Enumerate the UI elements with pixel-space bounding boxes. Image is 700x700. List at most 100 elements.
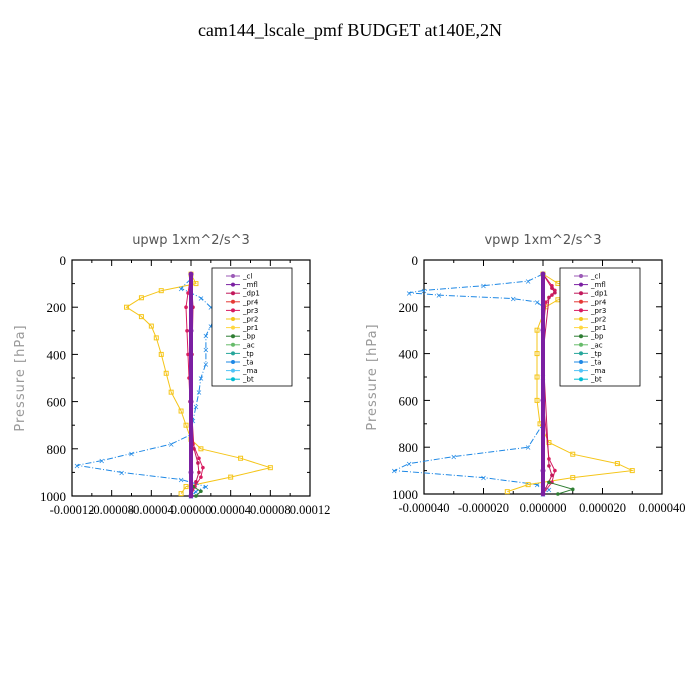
series-point-mfl (540, 491, 546, 497)
legend-marker (231, 368, 235, 373)
series-point-ta: × (203, 360, 210, 369)
legend-label: _ma (590, 367, 606, 375)
series-point-dp1 (192, 447, 196, 451)
legend-marker (579, 291, 583, 296)
series-point-ta: × (168, 440, 175, 449)
series-point-pr2 (138, 295, 144, 301)
x-tick-label: 0.000020 (579, 501, 626, 515)
series-point-ta: × (480, 282, 487, 291)
series-point-ta: × (118, 468, 125, 477)
legend: _cl_mfl_dp1_pr4_pr3_pr2_pr1_bp_ac_tp_ta_… (211, 267, 293, 387)
series-point-pr2 (504, 489, 510, 495)
series-point-pr2 (178, 491, 184, 497)
series-point-pr2 (534, 397, 540, 403)
legend-label: _pr4 (590, 298, 607, 306)
series-point-dp1 (197, 470, 201, 475)
legend-marker (579, 334, 583, 339)
x-tick-label: 0.00000 (171, 503, 212, 517)
legend-marker (579, 360, 583, 364)
x-tick-label: -0.00012 (50, 503, 95, 517)
x-tick-label: -0.000020 (458, 501, 509, 515)
series-point-dp1 (550, 473, 554, 478)
legend-label: _cl (242, 273, 252, 281)
x-tick-label: -0.00008 (89, 503, 134, 517)
series-point-pr3 (201, 465, 205, 470)
legend-marker (231, 351, 235, 356)
legend-label: _tp (590, 350, 602, 358)
chart-panel-0: upwp 1xm^2/s^3 Pressure [hPa] 0 200 400 600 80… (13, 233, 330, 517)
legend-marker (231, 342, 235, 347)
series-point-pr3 (186, 352, 190, 357)
series-point-pr2 (228, 474, 234, 480)
series-point-bp (570, 487, 575, 492)
legend-label: _ac (242, 341, 255, 349)
series-point-ta: × (74, 461, 81, 470)
series-point-pr2 (238, 455, 244, 461)
series-point-ta: × (546, 485, 553, 494)
series-point-pr2 (183, 422, 189, 428)
chart-title: vpwp 1xm^2/s^3 (484, 233, 601, 248)
series-point-mfl (188, 399, 194, 405)
series-point-dp1 (550, 286, 554, 290)
series-point-dp1 (547, 464, 551, 468)
y-tick-label: 200 (399, 300, 419, 315)
legend-label: _tp (242, 350, 254, 358)
legend-label: _ac (590, 341, 603, 349)
x-tick-label: 0.00008 (250, 503, 291, 517)
y-axis-label: Pressure [hPa] (365, 323, 380, 430)
series-point-ta: × (480, 474, 487, 483)
series-point-pr2 (138, 314, 144, 320)
series-point-ta: × (406, 289, 413, 298)
series-point-ta: × (421, 286, 428, 295)
series-point-pr2 (183, 484, 189, 490)
legend-marker (579, 317, 583, 321)
series-point-ta: × (198, 294, 205, 303)
series-point-bp (194, 494, 198, 498)
legend-marker (579, 325, 583, 330)
series-point-ta: × (128, 450, 135, 459)
legend-box (211, 267, 293, 387)
series-point-dp1 (194, 480, 198, 484)
series-point-pr2 (124, 304, 130, 310)
y-tick-label: 0 (60, 253, 67, 268)
legend-marker (231, 308, 235, 313)
series-point-ta: × (207, 322, 214, 331)
series-point-ta: × (193, 487, 200, 496)
page-title: cam144_lscale_pmf BUDGET at140E,2N (197, 20, 503, 40)
legend-label: _ta (590, 359, 602, 367)
legend-marker (579, 351, 583, 356)
y-tick-label: 800 (47, 442, 67, 457)
chart-panel-1: vpwp 1xm^2/s^3 Pressure [hPa] 0 200 400 600 80… (365, 233, 685, 515)
series-point-pr2 (148, 323, 154, 329)
series-point-ta: × (525, 443, 532, 452)
legend: _cl_mfl_dp1_pr4_pr3_pr2_pr1_bp_ac_tp_ta_… (559, 267, 641, 387)
series-point-pr3 (553, 468, 557, 473)
y-axis-label: Pressure [hPa] (13, 324, 28, 431)
y-tick-label: 200 (47, 300, 67, 315)
series-point-pr2 (534, 374, 540, 380)
y-tick-label: 400 (47, 347, 67, 362)
series-point-pr3 (184, 305, 188, 310)
legend-label: _pr3 (242, 307, 258, 315)
legend-marker (231, 282, 235, 287)
legend-marker (579, 299, 583, 304)
y-tick-label: 600 (47, 395, 67, 410)
series-point-ta: × (196, 388, 203, 397)
x-tick-label: 0.000000 (520, 501, 567, 515)
series-point-ta: × (510, 295, 517, 304)
legend-marker (231, 317, 235, 321)
series-point-ta: × (436, 291, 443, 300)
y-tick-label: 0 (412, 253, 419, 268)
series-point-pr2 (158, 351, 164, 357)
series-point-ta: × (406, 460, 413, 469)
x-tick-label: 0.00012 (290, 503, 331, 517)
series-point-bp (556, 492, 560, 496)
series-point-pr2 (267, 465, 273, 471)
legend-marker (231, 325, 235, 330)
legend-marker (579, 308, 583, 313)
series-point-pr2 (525, 482, 531, 488)
x-tick-label: 0.00004 (210, 503, 251, 517)
series-point-ta: × (98, 457, 105, 466)
legend-label: _mfl (242, 281, 258, 289)
series-point-ta: × (450, 453, 457, 462)
